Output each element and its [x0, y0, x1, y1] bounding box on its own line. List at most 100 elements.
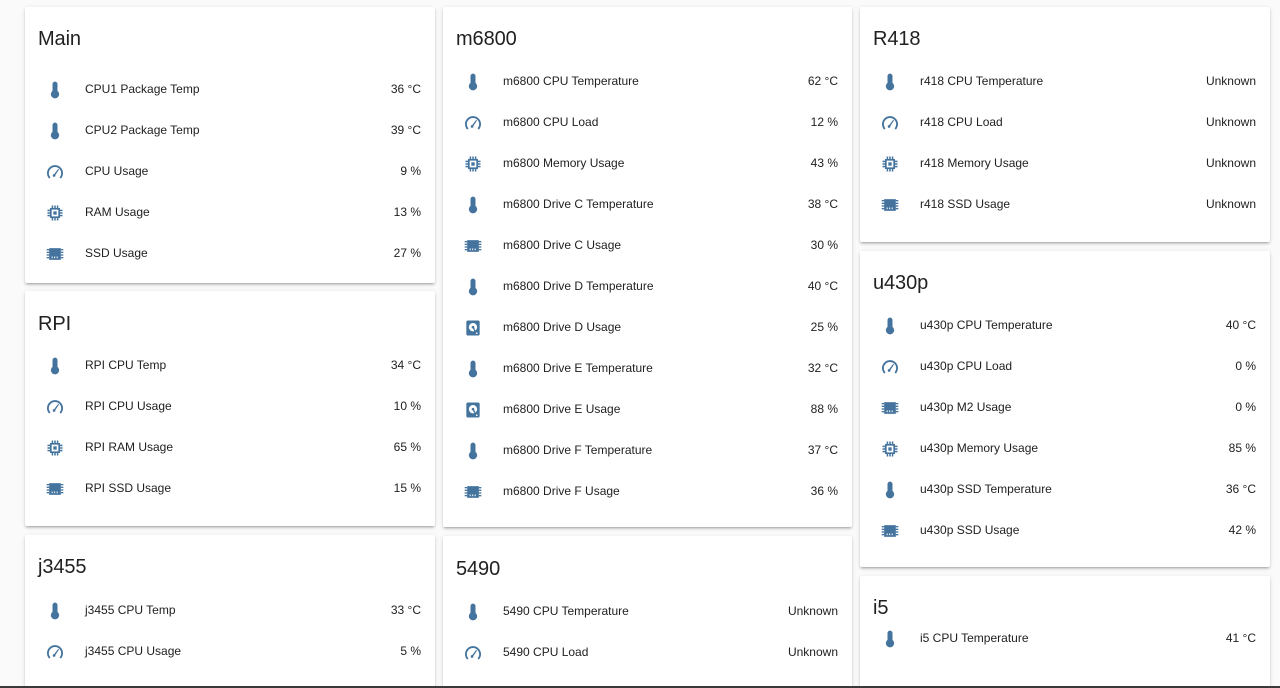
entity-state: 40 °C — [1225, 318, 1256, 332]
entity-row-cpu2-package-temp[interactable]: CPU2 Package Temp 39 °C — [25, 111, 435, 152]
entity-row-u430p-ssd-temperature[interactable]: u430p SSD Temperature 36 °C — [860, 470, 1270, 511]
thermometer-icon — [463, 72, 483, 92]
entity-row-m6800-drive-d-usage[interactable]: m6800 Drive D Usage 25 % — [443, 308, 852, 349]
entity-row-m6800-drive-f-temperature[interactable]: m6800 Drive F Temperature 37 °C — [443, 431, 852, 472]
entity-row-u430p-ssd-usage[interactable]: u430p SSD Usage 42 % — [860, 511, 1270, 552]
entity-row-ram-usage[interactable]: RAM Usage 13 % — [25, 193, 435, 234]
thermometer-icon — [45, 601, 65, 621]
entity-state: 42 % — [1228, 523, 1256, 537]
card-rpi: RPI RPI CPU Temp 34 °C RPI CPU Usage 10 % RP… — [25, 291, 435, 526]
entity-label: m6800 Drive E Temperature — [503, 361, 653, 375]
entity-row-m6800-drive-d-temperature[interactable]: m6800 Drive D Temperature 40 °C — [443, 267, 852, 308]
entity-label: SSD Usage — [85, 246, 148, 260]
entity-label: u430p CPU Load — [920, 359, 1013, 373]
entity-label: RPI CPU Usage — [85, 399, 172, 413]
entity-label: m6800 Drive F Usage — [503, 484, 620, 498]
entity-row-m6800-cpu-temperature[interactable]: m6800 CPU Temperature 62 °C — [443, 62, 852, 103]
card-title: u430p — [873, 272, 929, 294]
entity-label: r418 CPU Load — [920, 115, 1003, 129]
harddisk-icon — [463, 400, 483, 420]
entity-state: Unknown — [1205, 74, 1256, 88]
entity-row-j3455-cpu-usage[interactable]: j3455 CPU Usage 5 % — [25, 632, 435, 673]
entity-label: RPI RAM Usage — [85, 440, 174, 454]
entity-row-u430p-cpu-temperature[interactable]: u430p CPU Temperature 40 °C — [860, 306, 1270, 347]
entity-row-rpi-cpu-temp[interactable]: RPI CPU Temp 34 °C — [25, 346, 435, 387]
entity-label: CPU1 Package Temp — [85, 82, 200, 96]
entity-row-cpu1-package-temp[interactable]: CPU1 Package Temp 36 °C — [25, 70, 435, 111]
thermometer-icon — [463, 195, 483, 215]
thermometer-icon — [45, 356, 65, 376]
entity-row-j3455-cpu-temp[interactable]: j3455 CPU Temp 33 °C — [25, 591, 435, 632]
entity-row-rpi-ram-usage[interactable]: RPI RAM Usage 65 % — [25, 428, 435, 469]
entity-label: m6800 Drive F Temperature — [503, 443, 653, 457]
entity-row-ssd-usage[interactable]: SSD Usage 27 % — [25, 234, 435, 275]
entity-label: u430p SSD Temperature — [920, 482, 1052, 496]
entity-state: 37 °C — [807, 443, 838, 457]
card-title: R418 — [873, 28, 921, 50]
entity-row-m6800-drive-c-temperature[interactable]: m6800 Drive C Temperature 38 °C — [443, 185, 852, 226]
entity-row-u430p-cpu-load[interactable]: u430p CPU Load 0 % — [860, 347, 1270, 388]
card-title: j3455 — [38, 556, 87, 578]
thermometer-icon — [880, 72, 900, 92]
entity-label: j3455 CPU Temp — [85, 603, 176, 617]
card-title: i5 — [873, 597, 889, 619]
card-j3455: j3455 j3455 CPU Temp 33 °C j3455 CPU Usage… — [25, 535, 435, 688]
entity-state: 36 % — [810, 484, 838, 498]
card-u430p: u430p u430p CPU Temperature 40 °C u430p CP… — [860, 251, 1270, 567]
entity-row-r418-cpu-temperature[interactable]: r418 CPU Temperature Unknown — [860, 62, 1270, 103]
card-i5: i5 i5 CPU Temperature 41 °C — [860, 576, 1270, 688]
entity-label: m6800 Drive D Temperature — [503, 279, 654, 293]
entity-state: 36 °C — [390, 82, 421, 96]
entity-row-cpu-usage[interactable]: CPU Usage 9 % — [25, 152, 435, 193]
entity-row-m6800-drive-e-temperature[interactable]: m6800 Drive E Temperature 32 °C — [443, 349, 852, 390]
entity-row-5490-cpu-load[interactable]: 5490 CPU Load Unknown — [443, 633, 852, 674]
entity-label: m6800 CPU Temperature — [503, 74, 639, 88]
entity-label: j3455 CPU Usage — [85, 644, 182, 658]
entity-label: 5490 CPU Load — [503, 645, 589, 659]
memory-icon — [880, 195, 900, 215]
entity-label: m6800 CPU Load — [503, 115, 599, 129]
entity-row-u430p-m2-usage[interactable]: u430p M2 Usage 0 % — [860, 388, 1270, 429]
entity-label: 5490 CPU Temperature — [503, 604, 629, 618]
entity-state: 88 % — [810, 402, 838, 416]
entity-row-r418-ssd-usage[interactable]: r418 SSD Usage Unknown — [860, 185, 1270, 226]
thermometer-icon — [463, 602, 483, 622]
thermometer-icon — [45, 80, 65, 100]
entity-state: 39 °C — [390, 123, 421, 137]
entity-row-u430p-memory-usage[interactable]: u430p Memory Usage 85 % — [860, 429, 1270, 470]
gauge-icon — [463, 113, 483, 133]
entity-row-i5-cpu-temperature[interactable]: i5 CPU Temperature 41 °C — [860, 619, 1270, 660]
thermometer-icon — [880, 480, 900, 500]
entity-label: m6800 Drive C Usage — [503, 238, 622, 252]
entity-row-m6800-memory-usage[interactable]: m6800 Memory Usage 43 % — [443, 144, 852, 185]
entity-row-rpi-cpu-usage[interactable]: RPI CPU Usage 10 % — [25, 387, 435, 428]
window-bottom-border — [0, 686, 1280, 688]
gauge-icon — [880, 357, 900, 377]
entity-state: 9 % — [400, 164, 421, 178]
memory-icon — [880, 521, 900, 541]
entity-row-5490-cpu-temperature[interactable]: 5490 CPU Temperature Unknown — [443, 592, 852, 633]
memory-icon — [45, 244, 65, 264]
entity-row-m6800-cpu-load[interactable]: m6800 CPU Load 12 % — [443, 103, 852, 144]
entity-state: 5 % — [400, 644, 421, 658]
card-title: m6800 — [456, 28, 517, 50]
entity-row-rpi-ssd-usage[interactable]: RPI SSD Usage 15 % — [25, 469, 435, 510]
entity-state: 62 °C — [807, 74, 838, 88]
chip-icon — [463, 154, 483, 174]
entity-state: Unknown — [787, 604, 838, 618]
entity-label: u430p CPU Temperature — [920, 318, 1053, 332]
entity-state: 15 % — [393, 481, 421, 495]
entity-row-r418-memory-usage[interactable]: r418 Memory Usage Unknown — [860, 144, 1270, 185]
entity-state: 85 % — [1228, 441, 1256, 455]
entity-row-m6800-drive-e-usage[interactable]: m6800 Drive E Usage 88 % — [443, 390, 852, 431]
gauge-icon — [45, 642, 65, 662]
entity-label: m6800 Drive D Usage — [503, 320, 622, 334]
chip-icon — [45, 438, 65, 458]
entity-state: 10 % — [393, 399, 421, 413]
entity-state: Unknown — [1205, 156, 1256, 170]
entity-label: m6800 Memory Usage — [503, 156, 625, 170]
entity-row-m6800-drive-c-usage[interactable]: m6800 Drive C Usage 30 % — [443, 226, 852, 267]
entity-row-r418-cpu-load[interactable]: r418 CPU Load Unknown — [860, 103, 1270, 144]
entity-row-m6800-drive-f-usage[interactable]: m6800 Drive F Usage 36 % — [443, 472, 852, 513]
memory-icon — [463, 236, 483, 256]
